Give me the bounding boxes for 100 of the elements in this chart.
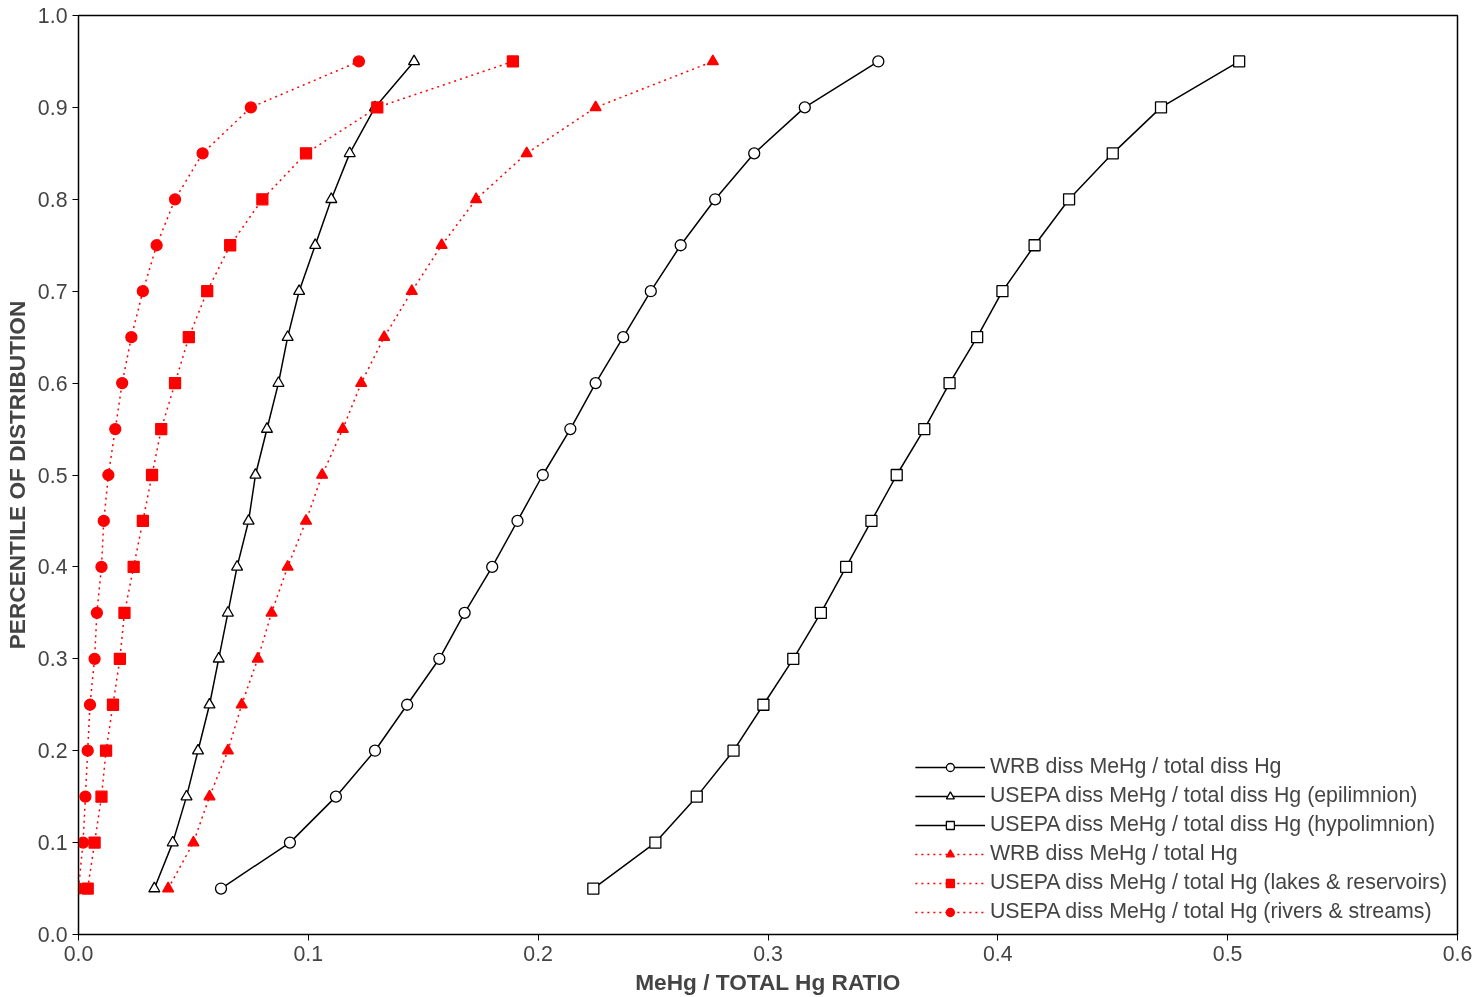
point bbox=[617, 331, 630, 344]
point bbox=[283, 836, 297, 849]
point bbox=[401, 698, 414, 711]
point bbox=[708, 193, 722, 206]
point bbox=[95, 560, 108, 574]
point bbox=[221, 743, 235, 755]
point bbox=[88, 836, 101, 849]
point bbox=[674, 239, 687, 252]
point bbox=[865, 514, 878, 528]
point bbox=[706, 54, 719, 66]
point bbox=[814, 606, 828, 619]
point bbox=[118, 606, 131, 619]
point bbox=[272, 376, 285, 387]
point bbox=[644, 285, 657, 298]
point bbox=[145, 468, 159, 482]
point bbox=[1154, 101, 1168, 114]
point bbox=[244, 101, 258, 114]
point bbox=[1028, 239, 1041, 252]
point bbox=[150, 239, 163, 252]
legend-label: WRB diss MeHg / total diss Hg bbox=[989, 754, 1282, 779]
point bbox=[201, 285, 214, 298]
point bbox=[486, 560, 499, 574]
point bbox=[458, 606, 471, 619]
point bbox=[88, 652, 101, 665]
point bbox=[536, 468, 549, 482]
x-tick-label: 0.5 bbox=[1212, 941, 1243, 966]
point bbox=[242, 513, 255, 525]
point bbox=[251, 651, 264, 663]
point bbox=[352, 55, 366, 68]
point bbox=[127, 560, 140, 574]
point bbox=[102, 468, 115, 482]
point bbox=[116, 376, 129, 390]
point bbox=[1106, 147, 1119, 160]
point bbox=[187, 835, 200, 847]
y-tick-label: 1.0 bbox=[37, 4, 68, 28]
point bbox=[136, 285, 149, 298]
y-tick-label: 0.5 bbox=[37, 463, 68, 488]
point bbox=[203, 789, 216, 801]
point bbox=[787, 652, 800, 665]
point bbox=[212, 651, 225, 663]
point bbox=[260, 422, 274, 433]
y-tick-label: 0.2 bbox=[37, 739, 68, 764]
point bbox=[890, 468, 903, 482]
x-tick-label: 0.3 bbox=[753, 941, 783, 966]
x-tick-label: 0.4 bbox=[983, 941, 1013, 966]
point bbox=[343, 146, 356, 158]
point bbox=[996, 285, 1009, 298]
point bbox=[182, 331, 195, 344]
point bbox=[99, 744, 113, 757]
point bbox=[839, 560, 853, 574]
point bbox=[113, 652, 127, 665]
y-tick-label: 0.3 bbox=[37, 647, 68, 672]
point bbox=[79, 790, 92, 803]
point bbox=[690, 790, 703, 803]
point bbox=[155, 422, 168, 436]
point bbox=[407, 54, 421, 66]
point bbox=[148, 881, 161, 893]
y-axis-title: PERCENTILE OF DISTRIBUTION bbox=[3, 300, 30, 650]
point bbox=[265, 605, 278, 617]
point bbox=[587, 882, 600, 895]
point bbox=[191, 743, 205, 755]
point bbox=[798, 101, 811, 114]
point bbox=[97, 514, 110, 528]
legend-label: USEPA diss MeHg / total diss Hg (epilimnion) bbox=[989, 783, 1418, 808]
point bbox=[368, 744, 382, 757]
point bbox=[1233, 55, 1246, 68]
point bbox=[281, 330, 294, 341]
point bbox=[872, 55, 885, 68]
point bbox=[299, 513, 313, 525]
point bbox=[230, 559, 244, 571]
y-tick-label: 0.8 bbox=[37, 187, 68, 212]
point bbox=[166, 835, 179, 847]
point bbox=[520, 146, 533, 158]
x-tick-label: 0.6 bbox=[1442, 941, 1473, 966]
point bbox=[203, 697, 216, 709]
point bbox=[78, 836, 90, 849]
point bbox=[325, 192, 338, 204]
point bbox=[649, 836, 662, 849]
legend-label: WRB diss MeHg / total Hg bbox=[989, 841, 1238, 866]
point bbox=[433, 652, 446, 665]
point bbox=[355, 376, 368, 387]
x-tick-label: 0.2 bbox=[523, 941, 553, 966]
point bbox=[168, 376, 182, 390]
point bbox=[299, 147, 313, 160]
point bbox=[281, 559, 294, 571]
point bbox=[125, 331, 138, 344]
point bbox=[506, 55, 520, 68]
point bbox=[757, 698, 770, 711]
point bbox=[918, 422, 931, 436]
y-tick-label: 0.4 bbox=[37, 555, 68, 580]
point bbox=[95, 790, 108, 803]
point bbox=[136, 514, 149, 528]
point bbox=[168, 193, 182, 206]
x-tick-label: 0.1 bbox=[293, 941, 324, 966]
point bbox=[315, 468, 329, 479]
point bbox=[235, 697, 248, 709]
point bbox=[1062, 193, 1076, 206]
point bbox=[249, 468, 262, 479]
legend-label: USEPA diss MeHg / total Hg (lakes & reservoirs) bbox=[989, 870, 1447, 895]
point bbox=[106, 698, 120, 711]
